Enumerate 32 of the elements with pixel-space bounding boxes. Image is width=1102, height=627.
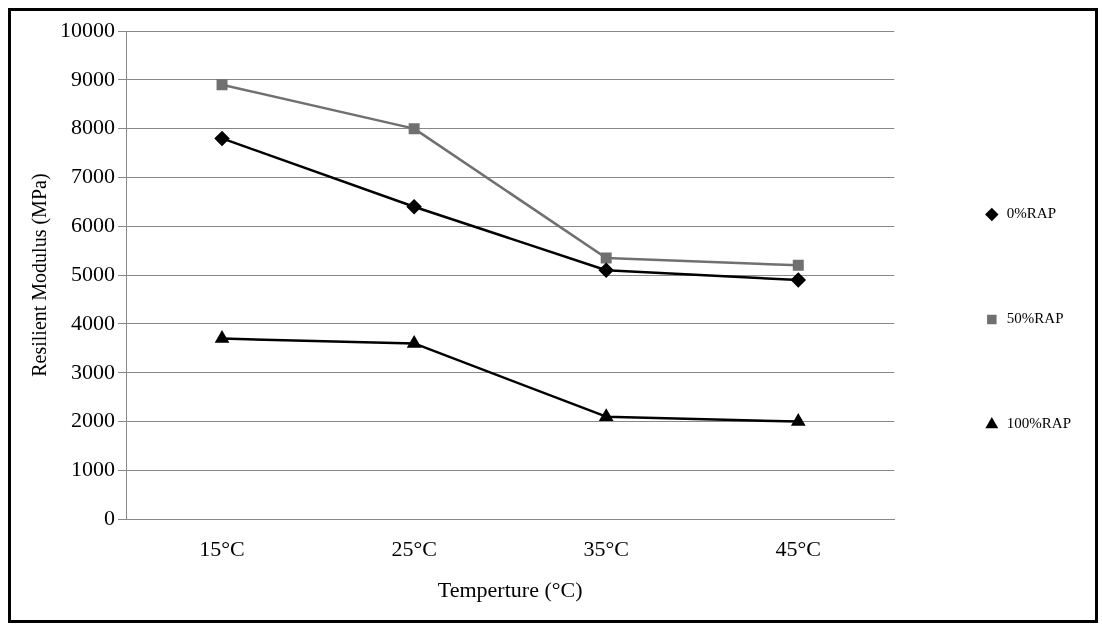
y-tick-label: 5000: [71, 260, 115, 286]
legend-label: 100%RAP: [1006, 415, 1072, 432]
y-axis-title: Resilient Modulus (MPa): [28, 173, 52, 377]
y-tick-label: 3000: [71, 358, 115, 384]
point: [406, 199, 422, 214]
point: [600, 252, 612, 264]
point: [791, 414, 805, 426]
x-tick-label: 25°C: [391, 536, 437, 562]
point: [407, 336, 421, 348]
x-tick-label: 15°C: [199, 536, 245, 562]
point: [792, 259, 804, 271]
y-tick-label: 7000: [71, 163, 115, 189]
y-tick-label: 0: [104, 504, 115, 530]
y-tick-label: 9000: [71, 65, 115, 91]
x-axis-title: Temperture (°C): [437, 576, 583, 602]
point: [408, 123, 420, 135]
x-tick-label: 45°C: [775, 536, 822, 562]
point: [215, 331, 229, 343]
y-tick-label: 6000: [71, 212, 115, 238]
point: [216, 79, 228, 91]
legend-label: 50%RAP: [1006, 310, 1064, 327]
y-tick-label: 2000: [71, 407, 115, 433]
x-tick-label: 35°C: [583, 536, 629, 562]
point: [791, 272, 806, 288]
y-tick-label: 10000: [60, 16, 115, 42]
point: [214, 131, 230, 146]
point: [599, 409, 613, 421]
point: [598, 262, 614, 278]
y-tick-label: 4000: [71, 309, 115, 335]
y-tick-label: 1000: [71, 456, 115, 482]
y-tick-label: 8000: [71, 114, 115, 140]
legend-label: 0%RAP: [1006, 205, 1057, 222]
